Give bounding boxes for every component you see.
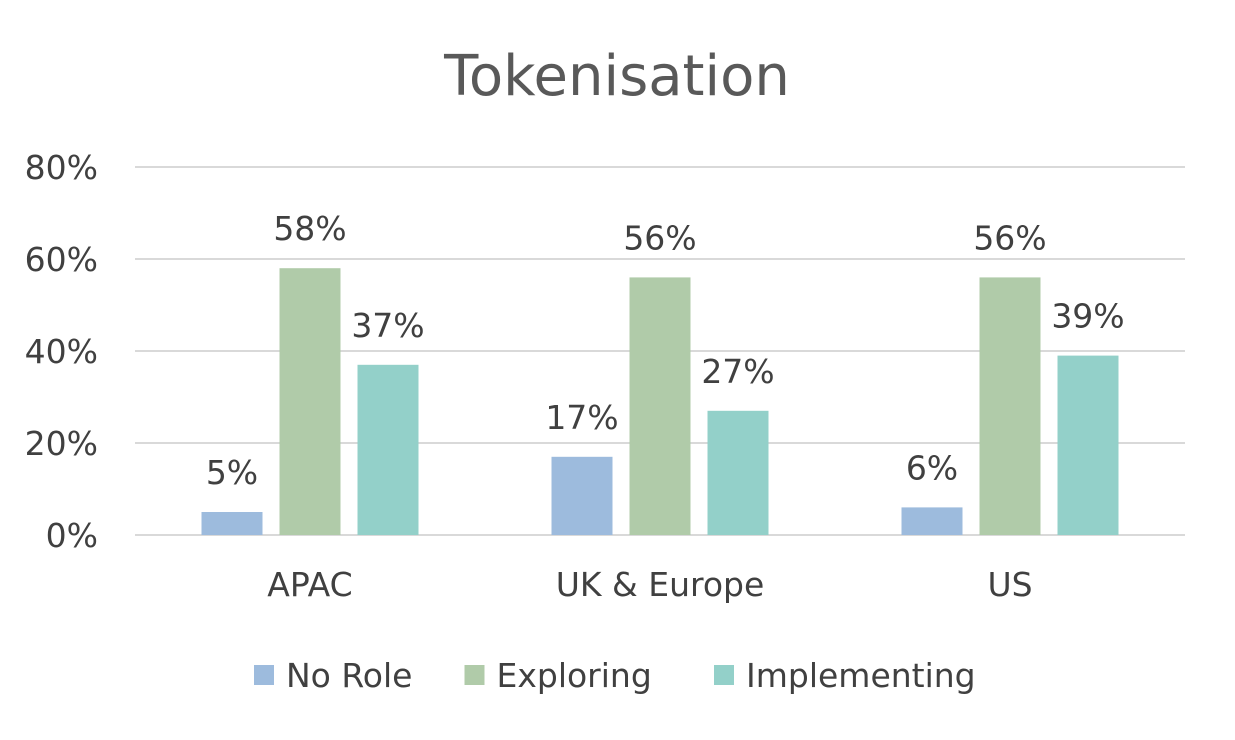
bar-no-role xyxy=(901,507,963,535)
x-category-label: UK & Europe xyxy=(556,565,765,604)
data-label: 6% xyxy=(906,448,958,487)
legend-swatch xyxy=(464,665,485,685)
bars xyxy=(201,268,1119,535)
data-label: 56% xyxy=(973,218,1046,257)
data-labels: 5% 58% 37% 17% 56% 27% 6% 56% 39% xyxy=(206,209,1125,492)
bar-exploring xyxy=(279,268,341,535)
legend-label: Implementing xyxy=(746,656,976,695)
y-tick-label: 40% xyxy=(25,332,98,371)
y-tick-label: 60% xyxy=(25,240,98,279)
y-axis-ticks: 0% 20% 40% 60% 80% xyxy=(25,148,98,555)
data-label: 27% xyxy=(701,352,774,391)
y-tick-label: 0% xyxy=(46,516,98,555)
bar-implementing xyxy=(707,410,769,535)
legend-label: No Role xyxy=(286,656,412,695)
x-category-label: APAC xyxy=(267,565,352,604)
bar-implementing xyxy=(1057,355,1119,535)
bar-exploring xyxy=(979,277,1041,535)
legend-swatch xyxy=(254,665,274,685)
y-tick-label: 80% xyxy=(25,148,98,187)
bar-exploring xyxy=(629,277,691,535)
data-label: 58% xyxy=(273,209,346,248)
data-label: 17% xyxy=(545,398,618,437)
data-label: 37% xyxy=(351,306,424,345)
legend-label: Exploring xyxy=(497,656,652,695)
legend-swatch xyxy=(714,665,734,685)
bar-implementing xyxy=(357,364,419,535)
data-label: 5% xyxy=(206,453,258,492)
legend: No Role Exploring Implementing xyxy=(254,656,976,695)
y-tick-label: 20% xyxy=(25,424,98,463)
x-axis-categories: APAC UK & Europe US xyxy=(267,565,1032,604)
data-label: 56% xyxy=(623,218,696,257)
data-label: 39% xyxy=(1051,297,1124,336)
bar-no-role xyxy=(201,512,263,535)
x-category-label: US xyxy=(987,565,1032,604)
bar-no-role xyxy=(551,456,613,535)
chart-title: Tokenisation xyxy=(443,44,790,109)
